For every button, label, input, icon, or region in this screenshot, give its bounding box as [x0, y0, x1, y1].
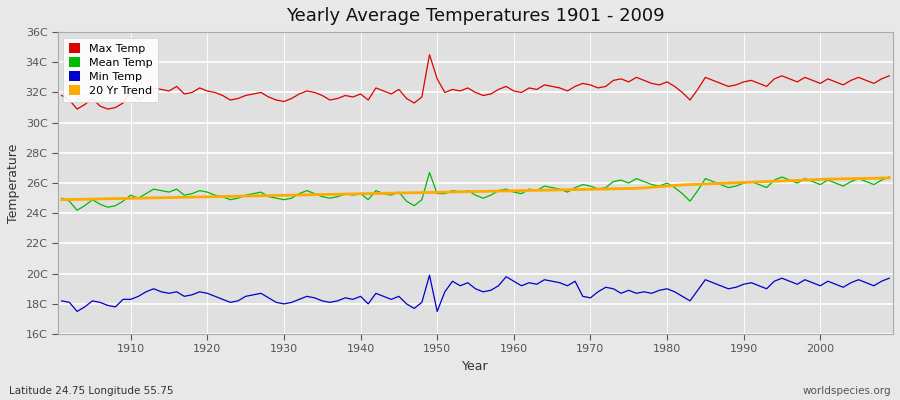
Y-axis label: Temperature: Temperature	[7, 143, 20, 223]
Text: worldspecies.org: worldspecies.org	[803, 386, 891, 396]
X-axis label: Year: Year	[463, 360, 489, 373]
Legend: Max Temp, Mean Temp, Min Temp, 20 Yr Trend: Max Temp, Mean Temp, Min Temp, 20 Yr Tre…	[64, 38, 158, 102]
Text: Latitude 24.75 Longitude 55.75: Latitude 24.75 Longitude 55.75	[9, 386, 174, 396]
Title: Yearly Average Temperatures 1901 - 2009: Yearly Average Temperatures 1901 - 2009	[286, 7, 665, 25]
